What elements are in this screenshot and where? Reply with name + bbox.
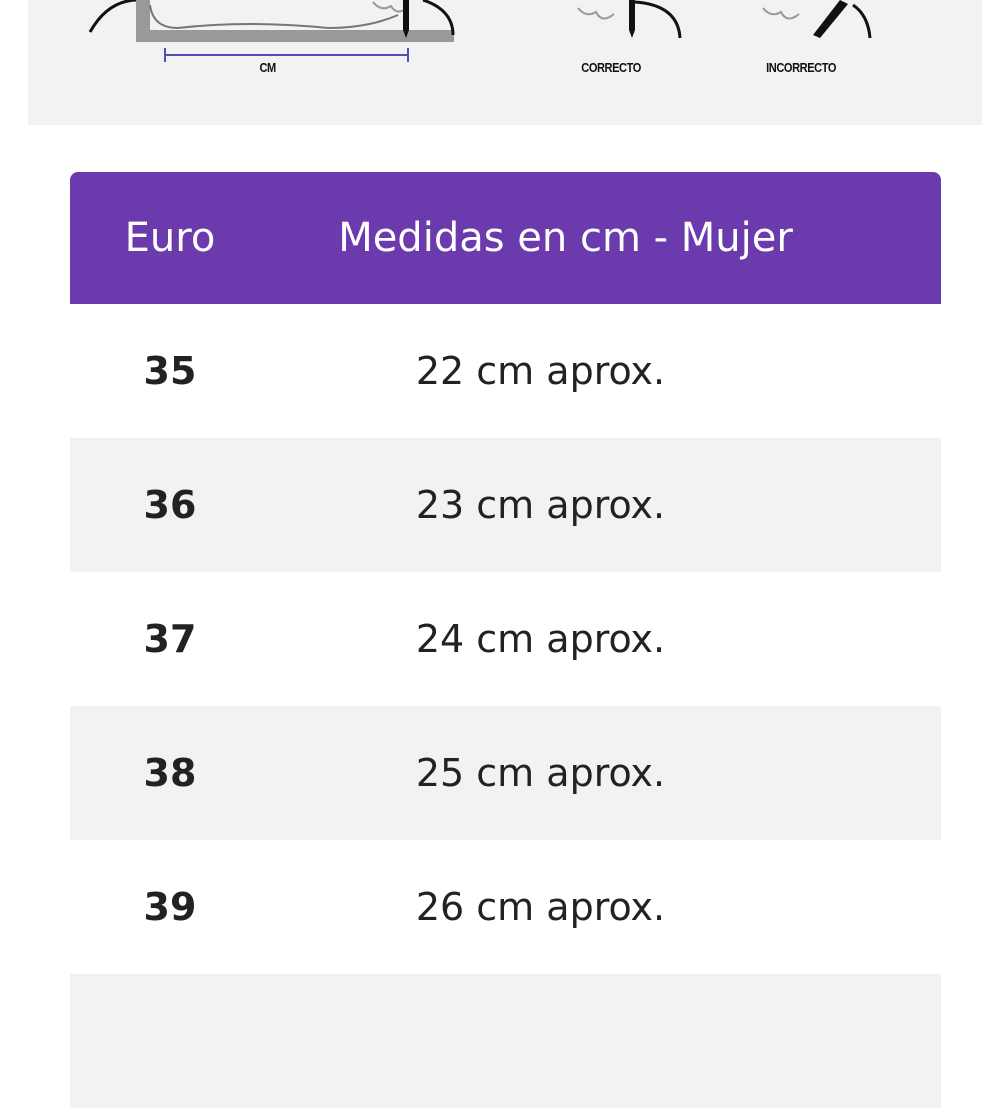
table-row: 35 22 cm aprox. bbox=[70, 304, 941, 438]
table-row: 37 24 cm aprox. bbox=[70, 572, 941, 706]
cm-measure: 22 cm aprox. bbox=[415, 349, 666, 393]
header-euro: Euro bbox=[124, 215, 216, 261]
euro-size: 38 bbox=[143, 751, 197, 795]
header-measure: Medidas en cm - Mujer bbox=[338, 215, 793, 261]
cm-measure: 23 cm aprox. bbox=[415, 483, 666, 527]
table-header: Euro Medidas en cm - Mujer bbox=[70, 172, 941, 304]
cm-measure: 24 cm aprox. bbox=[415, 617, 666, 661]
foot-measure-illustration bbox=[88, 0, 872, 62]
measurement-guide: CM CORRECTO INCORRECTO bbox=[28, 0, 982, 125]
euro-size: 39 bbox=[143, 885, 197, 929]
cm-measure: 25 cm aprox. bbox=[415, 751, 666, 795]
table-row: 38 25 cm aprox. bbox=[70, 706, 941, 840]
euro-size: 35 bbox=[143, 349, 197, 393]
table-row: 39 26 cm aprox. bbox=[70, 840, 941, 974]
table-row-partial bbox=[70, 974, 941, 1108]
table-row: 36 23 cm aprox. bbox=[70, 438, 941, 572]
incorrect-label: INCORRECTO bbox=[766, 60, 836, 75]
cm-measure: 26 cm aprox. bbox=[415, 885, 666, 929]
euro-size: 36 bbox=[143, 483, 197, 527]
euro-size: 37 bbox=[143, 617, 197, 661]
cm-label: CM bbox=[259, 60, 276, 75]
size-table: Euro Medidas en cm - Mujer 35 22 cm apro… bbox=[70, 172, 941, 1108]
correct-label: CORRECTO bbox=[581, 60, 641, 75]
